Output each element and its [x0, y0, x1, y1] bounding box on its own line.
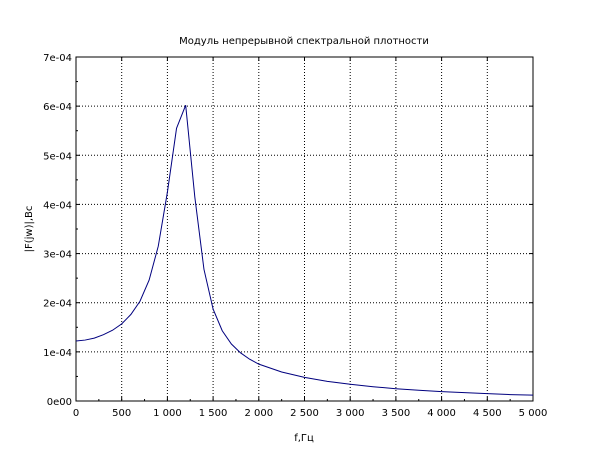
- axis-ticks: [75, 56, 534, 402]
- x-axis-title: f,Гц: [294, 433, 314, 444]
- y-tick-label: 4e-04: [43, 200, 72, 211]
- y-tick-label: 2e-04: [43, 299, 72, 310]
- x-tick-label: 2 500: [290, 408, 319, 419]
- chart-title: Модуль непрерывной спектральной плотност…: [179, 36, 429, 47]
- y-tick-label: 6e-04: [43, 102, 72, 113]
- y-tick-label: 5e-04: [43, 151, 72, 162]
- y-tick-label: 1e-04: [43, 348, 72, 359]
- x-tick-label: 0: [73, 408, 79, 419]
- x-tick-label: 3 500: [382, 408, 411, 419]
- x-tick-label: 1 000: [153, 408, 182, 419]
- y-tick-label: 7e-04: [43, 53, 72, 64]
- x-tick-label: 1 500: [199, 408, 228, 419]
- series-line: [75, 104, 534, 396]
- y-axis-title: |F(jw)|,Вс: [24, 206, 35, 253]
- x-tick-label: 5 000: [519, 408, 548, 419]
- y-tick-label: 3e-04: [43, 250, 72, 261]
- x-tick-label: 4 000: [427, 408, 456, 419]
- x-tick-label: 4 500: [473, 408, 502, 419]
- y-tick-label: 0e00: [47, 397, 72, 408]
- x-tick-labels: 0 500 1 000 1 500 2 000 2 500 3 000 3 500 4 000 4…: [73, 408, 548, 419]
- x-tick-label: 3 000: [336, 408, 365, 419]
- x-tick-label: 2 000: [244, 408, 273, 419]
- x-tick-label: 500: [112, 408, 131, 419]
- series-layer: [75, 104, 534, 396]
- y-tick-labels: 0e00 1e-04 2e-04 3e-04 4e-04 5e-04 6e-04 7e-04: [43, 53, 72, 408]
- grid-lines: [76, 57, 533, 401]
